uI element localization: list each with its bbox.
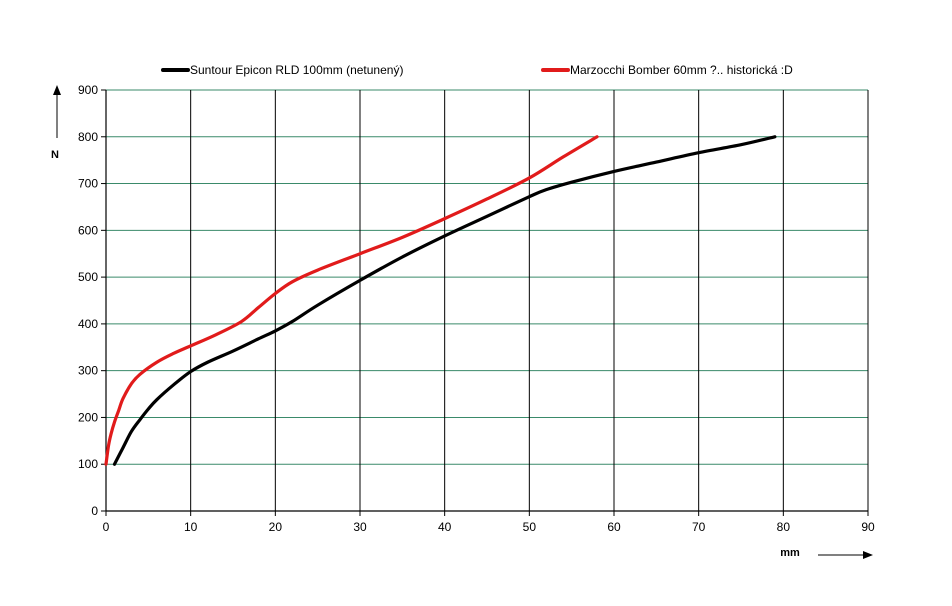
x-tick-label-1: 10 [184,520,198,534]
y-tick-label-3: 300 [78,364,98,378]
series-line-0 [112,135,777,466]
y-axis-label: N [51,149,59,161]
axes [101,89,869,516]
grid [106,89,869,511]
x-tick-label-6: 60 [607,520,621,534]
y-tick-label-8: 800 [78,130,98,144]
series-line-1 [104,135,599,466]
x-tick-label-8: 80 [777,520,791,534]
y-tick-label-5: 500 [78,270,98,284]
y-tick-label-1: 100 [78,457,98,471]
tick-labels: 0 100 200 300 400 500 600 700 800 900 0 10 20 30 40 50 6… [78,83,875,534]
axis-units: Nmm [51,85,873,559]
x-tick-label-3: 30 [353,520,367,534]
legend-label-1: Marzocchi Bomber 60mm ?.. historická :D [570,63,793,77]
y-tick-label-0: 0 [91,504,98,518]
x-tick-label-7: 70 [692,520,706,534]
x-tick-label-0: 0 [103,520,110,534]
legend: Suntour Epicon RLD 100mm (netunený) Marzo… [161,63,793,77]
x-arrow-head [863,551,873,559]
x-tick-label-5: 50 [523,520,537,534]
legend-label-0: Suntour Epicon RLD 100mm (netunený) [190,63,403,77]
y-tick-label-9: 900 [78,83,98,97]
x-tick-label-2: 20 [269,520,283,534]
y-tick-label-4: 400 [78,317,98,331]
x-axis-label: mm [780,547,800,559]
y-tick-label-2: 200 [78,410,98,424]
y-tick-label-6: 600 [78,223,98,237]
y-tick-label-7: 700 [78,177,98,191]
x-tick-label-4: 40 [438,520,452,534]
x-tick-label-9: 90 [861,520,875,534]
y-arrow-head [53,85,61,95]
series-lines [104,135,777,466]
